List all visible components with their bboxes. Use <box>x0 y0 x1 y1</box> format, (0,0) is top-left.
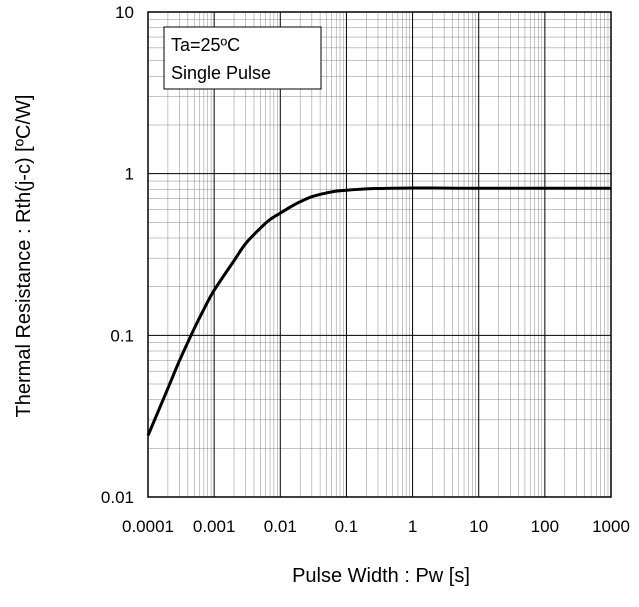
x-tick-label: 0.0001 <box>122 517 174 536</box>
series-line-0 <box>146 186 611 437</box>
x-tick-label: 0.1 <box>335 517 359 536</box>
y-tick-label: 10 <box>115 3 134 22</box>
x-tick-label: 0.01 <box>264 517 297 536</box>
x-tick-label: 0.001 <box>193 517 236 536</box>
major-grid <box>148 12 611 497</box>
x-tick-label: 1 <box>408 517 417 536</box>
y-tick-label: 1 <box>125 165 134 184</box>
y-tick-label: 0.1 <box>110 326 134 345</box>
annotation-box: Ta=25ºC Single Pulse <box>163 26 322 90</box>
series-layer <box>146 186 611 437</box>
x-tick-labels: 0.0001 0.001 0.01 0.1 1 10 100 1000 <box>122 517 630 536</box>
x-tick-label: 100 <box>531 517 559 536</box>
annotation-line-2: Single Pulse <box>171 63 271 83</box>
y-tick-label: 0.01 <box>101 488 134 507</box>
x-tick-label: 10 <box>469 517 488 536</box>
y-tick-labels: 0.01 0.1 1 10 <box>101 3 134 507</box>
x-axis-title: Pulse Width : Pw [s] <box>292 565 470 587</box>
minor-grid <box>148 12 611 497</box>
y-axis-title: Thermal Resistance : Rth(j-c) [ºC/W] <box>13 95 35 418</box>
x-tick-label: 1000 <box>592 517 630 536</box>
plot-frame <box>147 11 612 498</box>
annotation-line-1: Ta=25ºC <box>171 35 240 55</box>
